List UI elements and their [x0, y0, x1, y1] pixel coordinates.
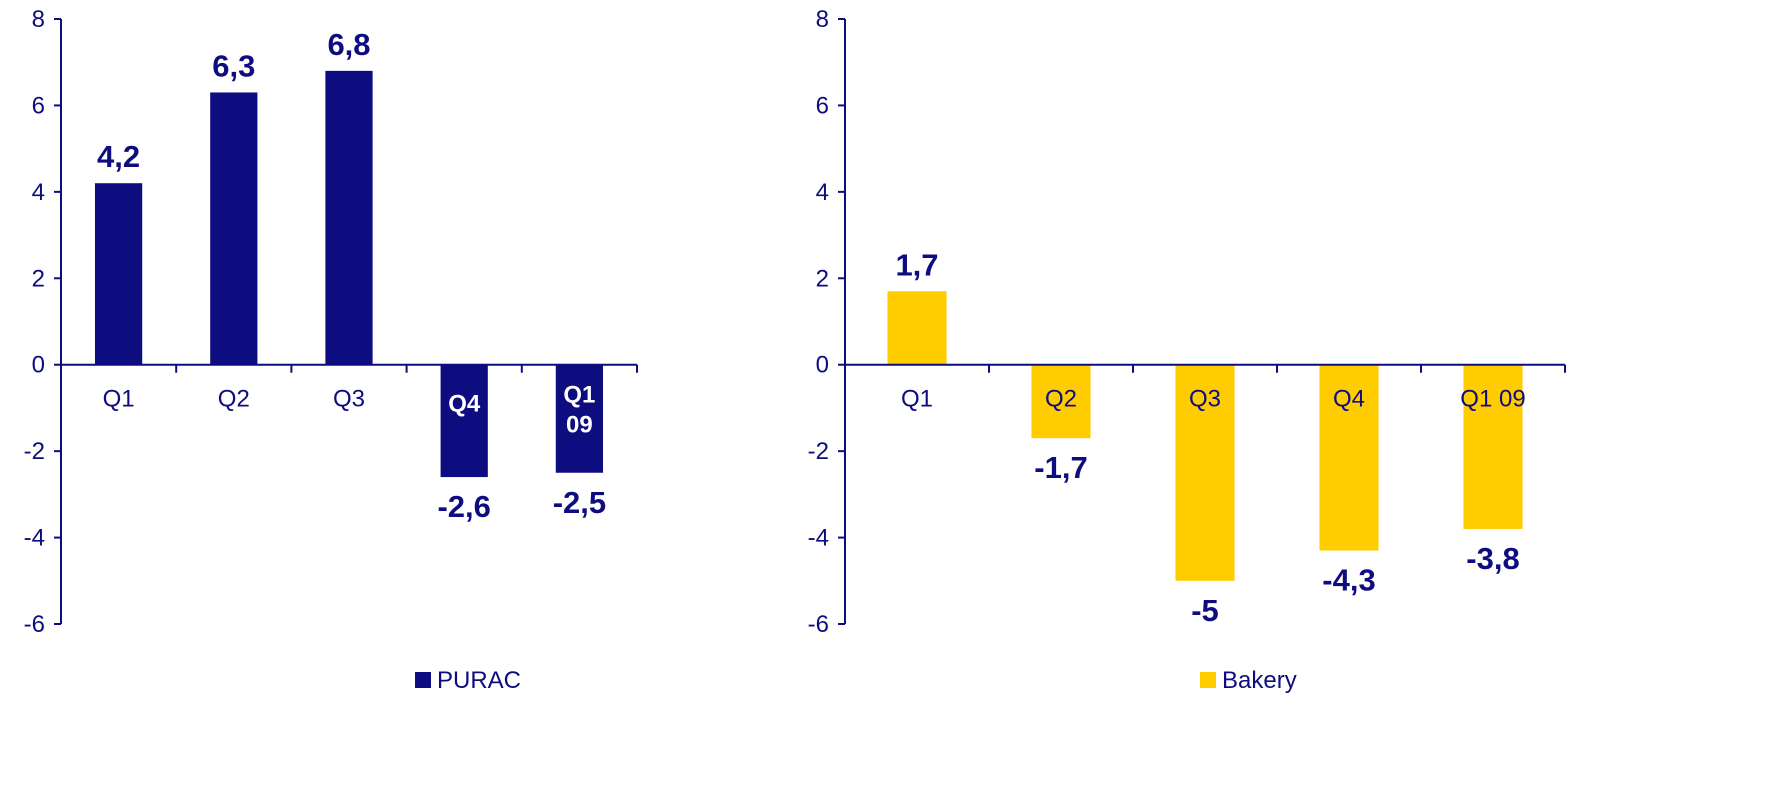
- data-label: -4,3: [1322, 563, 1375, 598]
- legend-label: PURAC: [437, 667, 521, 694]
- bakery-chart: 8 6 4 2 0 -2 -4 -6 Q1 Q2 Q3 Q4 Q1 09 1,7 -1,7 -5 -4,3 -3,…: [808, 6, 1566, 694]
- data-label: 4,2: [97, 139, 140, 174]
- data-label: -5: [1191, 593, 1219, 628]
- y-tick-label: 2: [32, 265, 45, 292]
- x-tick-label: Q1: [103, 386, 135, 413]
- y-tick-label: 4: [816, 179, 829, 206]
- x-tick-label: Q4: [1333, 386, 1365, 413]
- y-tick-label: 6: [32, 92, 45, 119]
- x-tick-label: Q3: [1189, 386, 1221, 413]
- y-tick-label: -2: [808, 438, 829, 465]
- y-tick-label: 8: [32, 6, 45, 33]
- x-tick-label: Q1 09: [1460, 386, 1525, 413]
- bar: [210, 92, 258, 365]
- data-label: -2,5: [553, 485, 606, 520]
- y-tick-label: 4: [32, 179, 45, 206]
- x-tick-label: Q2: [218, 386, 250, 413]
- data-label: 6,8: [327, 27, 370, 62]
- y-tick-label: 0: [32, 352, 45, 379]
- x-tick-label: Q3: [333, 386, 365, 413]
- data-label: 6,3: [212, 48, 255, 83]
- bar: [555, 364, 604, 473]
- x-tick-label: Q2: [1045, 386, 1077, 413]
- data-label: -2,6: [437, 489, 490, 524]
- legend-swatch: [415, 672, 431, 688]
- bar: [325, 70, 373, 365]
- bar: [1463, 364, 1523, 529]
- y-tick-label: -2: [24, 438, 45, 465]
- y-tick-label: -4: [808, 525, 829, 552]
- y-tick-label: -6: [808, 611, 829, 638]
- bar: [94, 183, 143, 365]
- y-tick-label: 0: [816, 352, 829, 379]
- legend-label: Bakery: [1222, 667, 1297, 694]
- purac-chart: 8 6 4 2 0 -2 -4 -6 Q1 Q2 Q3 Q4 Q1 09 4,2 6,3 6,8 -2,6 -2,5…: [24, 6, 638, 694]
- y-tick-label: -6: [24, 611, 45, 638]
- bar: [440, 364, 488, 478]
- x-tick-label: Q1 09: [563, 382, 595, 439]
- y-tick-label: 6: [816, 92, 829, 119]
- y-tick-label: -4: [24, 525, 45, 552]
- data-label: -3,8: [1466, 541, 1519, 576]
- data-label: -1,7: [1034, 450, 1087, 485]
- bar: [1175, 364, 1235, 581]
- y-tick-label: 8: [816, 6, 829, 33]
- x-tick-label: Q4: [448, 391, 481, 418]
- bar: [887, 291, 947, 365]
- bar: [1031, 364, 1091, 439]
- x-tick-label: Q1: [901, 386, 933, 413]
- bar: [1319, 364, 1379, 551]
- legend-swatch: [1200, 672, 1216, 688]
- y-tick-label: 2: [816, 265, 829, 292]
- data-label: 1,7: [895, 247, 938, 282]
